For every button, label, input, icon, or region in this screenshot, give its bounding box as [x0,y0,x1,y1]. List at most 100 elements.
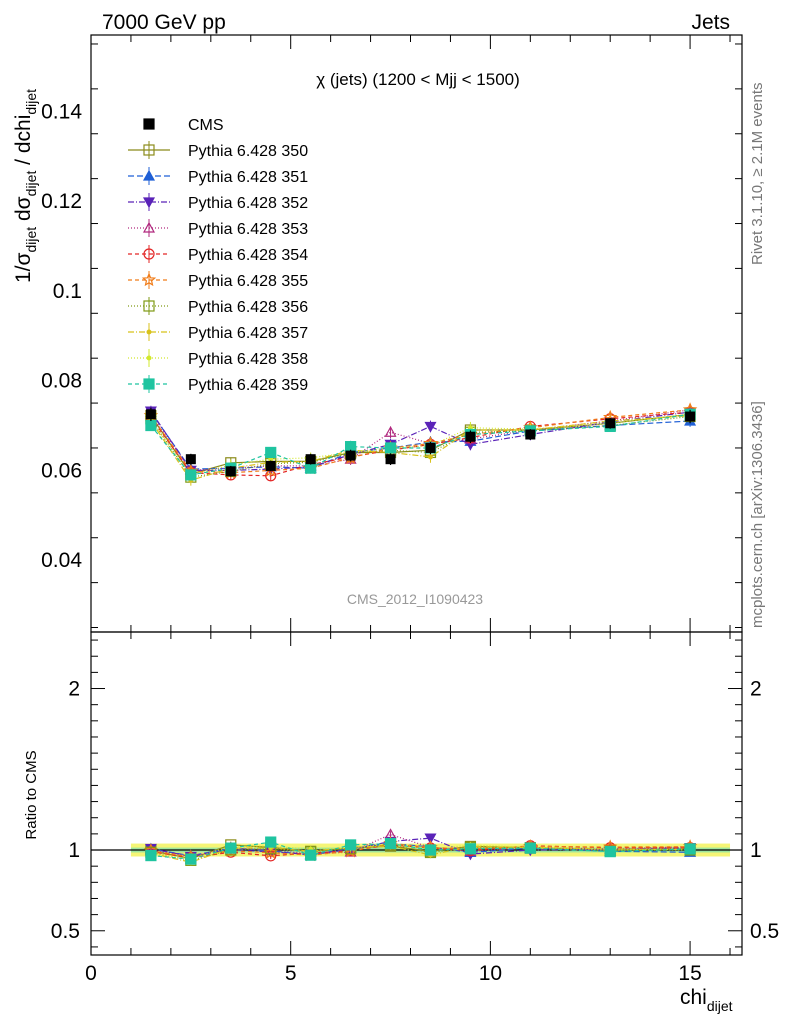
data-point [605,418,616,429]
legend-marker [143,118,155,130]
ratio-series-marker [604,846,616,858]
header-right: Jets [691,11,730,34]
main-series-line [150,415,691,482]
legend-marker [146,355,152,361]
ylabel-sub3: dijet [23,89,39,115]
legend-label: Pythia 6.428 353 [188,221,308,238]
legend-marker [142,169,156,181]
main-y-tick-label: 0.08 [41,370,82,393]
ratio-series-marker [684,843,696,855]
main-series-line [150,411,691,477]
main-y-axis-label: 1/σdijet dσdijet / dchidijet [12,89,39,283]
header-left: 7000 GeV pp [102,11,226,34]
ratio-y-tick-label-right: 2 [750,678,762,701]
legend-label: Pythia 6.428 350 [188,143,308,160]
ratio-series-marker [424,844,437,856]
data-point [305,454,316,465]
main-series-marker [424,421,437,433]
ratio-y-axis-label: Ratio to CMS [23,750,40,839]
data-point [145,409,156,420]
legend-marker [143,144,155,156]
ratio-series-marker [263,845,278,859]
ratio-series-marker [225,842,237,854]
ratio-y-tick-label: 2 [68,678,80,701]
x-tick-label: 15 [678,962,701,985]
ratio-series-marker [345,839,357,851]
legend-marker [142,221,156,233]
ratio-series-line [150,842,691,857]
xlabel-sub: dijet [707,998,733,1014]
main-series-line [150,413,691,476]
legend-label: Pythia 6.428 359 [188,377,308,394]
x-axis-label: chidijet [680,986,733,1014]
data-point [185,454,196,465]
ratio-series-marker [464,843,477,855]
data-point [345,450,356,461]
legend-marker [143,248,155,260]
legend-label: Pythia 6.428 352 [188,195,308,212]
data-point [465,431,476,442]
main-series-marker [305,462,317,474]
ratio-series-marker [265,836,277,848]
ratio-series-marker [305,849,317,861]
main-plot-title: χ (jets) (1200 < Mjj < 1500) [316,70,520,89]
legend-marker [143,300,155,312]
main-series-line [150,409,691,474]
ratio-series-line [150,841,691,860]
ylabel-sub1: dijet [23,227,39,253]
legend-marker [143,378,155,390]
ylabel-mid: dσ [12,196,35,227]
legend-label: Pythia 6.428 351 [188,169,308,186]
ylabel-prefix: 1/σ [12,252,35,283]
ratio-y-tick-label-right: 1 [750,839,762,862]
legend-marker [141,272,157,287]
main-series-marker [185,469,197,481]
main-series-line [150,413,691,475]
x-tick-label: 10 [479,962,502,985]
main-series-marker [384,442,397,454]
data-point [425,442,436,453]
rivet-side-label: Rivet 3.1.10, ≥ 2.1M events [749,83,766,266]
series-6 [150,410,691,864]
ratio-y-tick-label: 0.5 [51,920,80,943]
main-series-marker [384,426,397,437]
main-series-marker [427,454,433,460]
main-y-tick-label: 0.04 [41,549,82,572]
data-point [525,429,536,440]
data-point [225,466,236,477]
main-series-line [150,409,691,472]
legend-marker [142,197,156,209]
ratio-series-marker [384,837,397,850]
ylabel-suffix: / dchi [12,115,35,171]
mcplots-side-label: mcplots.cern.ch [arXiv:1306.3436] [749,401,766,628]
legend-marker [146,329,152,335]
legend-label: Pythia 6.428 355 [188,273,308,290]
data-point [685,411,696,422]
main-y-tick-label: 0.06 [41,459,82,482]
ratio-y-tick-label-right: 0.5 [750,920,779,943]
x-tick-label: 0 [85,962,97,985]
main-y-tick-label: 0.14 [41,100,82,123]
chart-marks: 0 5 10 15 0.04 0.06 0.08 0.1 0.12 0.14 0.5 0.5 1 1 2 2 C… [41,34,779,985]
analysis-watermark: CMS_2012_I1090423 [347,591,483,607]
x-tick-label: 5 [285,962,297,985]
main-y-tick-label: 0.1 [53,280,82,303]
ratio-plot-frame [90,631,743,956]
data-point [385,454,396,465]
ratio-series-marker [424,833,437,845]
legend-label: Pythia 6.428 354 [188,247,308,264]
legend-label: Pythia 6.428 358 [188,351,308,368]
series-7 [150,409,691,866]
main-series-marker [145,419,157,432]
ratio-series-marker [145,849,157,862]
ratio-series-line [150,842,691,860]
legend-label: Pythia 6.428 357 [188,325,308,342]
main-series-line [150,413,691,476]
data-point [265,460,276,471]
ylabel-sub2: dijet [23,171,39,197]
ratio-series-marker [524,842,536,854]
ratio-series-marker [185,853,197,865]
xlabel-main: chi [680,986,707,1009]
ratio-series-line [150,842,691,858]
